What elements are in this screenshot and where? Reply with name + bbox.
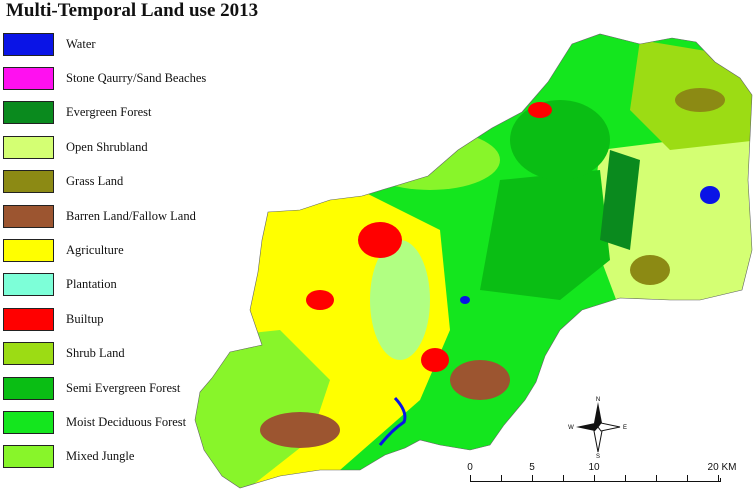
land-barren-land-south <box>260 412 340 448</box>
land-barren-land-central <box>450 360 510 400</box>
land-water-reservoir <box>700 186 720 204</box>
map-legend: Water Stone Qaurry/Sand Beaches Evergree… <box>3 27 253 474</box>
scale-label-10: 10 <box>588 462 600 473</box>
legend-item-agriculture: Agriculture <box>3 233 253 267</box>
legend-swatch-water <box>3 32 54 56</box>
scale-tick <box>718 475 719 482</box>
legend-label-plantation: Plantation <box>66 277 117 292</box>
legend-label-open-shrubland: Open Shrubland <box>66 139 148 154</box>
land-evergreen-forest <box>600 150 640 250</box>
legend-swatch-moist-deciduous-forest <box>3 410 54 434</box>
land-shrub-land-north <box>440 70 520 120</box>
legend-swatch-shrub-land <box>3 342 54 366</box>
land-builtup-city <box>358 222 402 258</box>
legend-item-plantation: Plantation <box>3 268 253 302</box>
legend-item-open-shrubland: Open Shrubland <box>3 130 253 164</box>
legend-swatch-mixed-jungle <box>3 445 54 469</box>
land-grass-land-northeast <box>675 88 725 112</box>
land-plantation <box>370 240 430 360</box>
compass-label-s: S <box>596 454 600 458</box>
legend-item-semi-evergreen-forest: Semi Evergreen Forest <box>3 371 253 405</box>
legend-item-water: Water <box>3 27 253 61</box>
legend-label-mixed-jungle: Mixed Jungle <box>66 449 135 464</box>
map-land-cover <box>195 34 752 488</box>
scale-tick <box>563 475 564 482</box>
scale-tick <box>594 475 595 482</box>
legend-swatch-evergreen-forest <box>3 101 54 125</box>
legend-swatch-plantation <box>3 273 54 297</box>
legend-label-shrub-land: Shrub Land <box>66 346 125 361</box>
land-water-pond <box>460 296 470 304</box>
legend-swatch-semi-evergreen-forest <box>3 376 54 400</box>
scale-tick <box>687 475 688 482</box>
legend-label-semi-evergreen-forest: Semi Evergreen Forest <box>66 380 181 395</box>
compass-east-point <box>597 422 621 432</box>
scale-label-0: 0 <box>467 462 473 473</box>
legend-label-moist-deciduous-forest: Moist Deciduous Forest <box>66 414 187 429</box>
compass-label-e: E <box>623 425 627 431</box>
north-arrow-compass: N S E W <box>568 397 627 458</box>
legend-item-barren-land: Barren Land/Fallow Land <box>3 199 253 233</box>
land-mixed-jungle-north <box>360 130 500 190</box>
compass-label-n: N <box>596 397 600 403</box>
legend-item-mixed-jungle: Mixed Jungle <box>3 440 253 474</box>
legend-label-evergreen-forest: Evergreen Forest <box>66 105 152 120</box>
land-water-river <box>378 396 407 446</box>
land-semi-evergreen-forest <box>480 170 610 300</box>
land-grass-land-east <box>630 255 670 285</box>
legend-label-builtup: Builtup <box>66 311 104 326</box>
legend-swatch-stone-quarry <box>3 67 54 91</box>
land-builtup-west <box>306 290 334 310</box>
compass-west-point <box>576 423 598 431</box>
scale-label-20-km: 20 KM <box>707 462 737 473</box>
compass-label-w: W <box>568 425 574 431</box>
legend-item-stone-quarry: Stone Qaurry/Sand Beaches <box>3 61 253 95</box>
scale-bar-line <box>470 478 721 482</box>
map-title: Multi-Temporal Land use 2013 <box>6 0 259 21</box>
legend-item-shrub-land: Shrub Land <box>3 337 253 371</box>
land-builtup-north <box>528 102 552 118</box>
legend-swatch-agriculture <box>3 239 54 263</box>
scale-tick <box>656 475 657 482</box>
land-builtup-south <box>421 348 449 372</box>
legend-item-evergreen-forest: Evergreen Forest <box>3 96 253 130</box>
legend-item-builtup: Builtup <box>3 302 253 336</box>
compass-north-point <box>594 402 602 427</box>
legend-label-agriculture: Agriculture <box>66 243 124 258</box>
legend-swatch-barren-land <box>3 204 54 228</box>
legend-swatch-grass-land <box>3 170 54 194</box>
scale-label-5: 5 <box>529 462 535 473</box>
scale-tick <box>532 475 533 482</box>
scale-bar: 0 5 10 20 KM <box>460 461 752 491</box>
legend-label-grass-land: Grass Land <box>66 174 124 189</box>
scale-tick <box>501 475 502 482</box>
scale-tick <box>470 475 471 482</box>
land-water-lake-north <box>497 100 509 108</box>
land-semi-evergreen-north <box>510 100 610 180</box>
legend-swatch-open-shrubland <box>3 135 54 159</box>
land-mixed-jungle-southwest <box>195 330 330 488</box>
legend-label-stone-quarry: Stone Qaurry/Sand Beaches <box>66 71 207 86</box>
legend-label-barren-land: Barren Land/Fallow Land <box>66 208 196 223</box>
region-boundary <box>194 33 753 489</box>
scale-tick <box>625 475 626 482</box>
legend-swatch-builtup <box>3 307 54 331</box>
legend-item-grass-land: Grass Land <box>3 165 253 199</box>
legend-item-moist-deciduous-forest: Moist Deciduous Forest <box>3 405 253 439</box>
legend-label-water: Water <box>66 36 96 51</box>
